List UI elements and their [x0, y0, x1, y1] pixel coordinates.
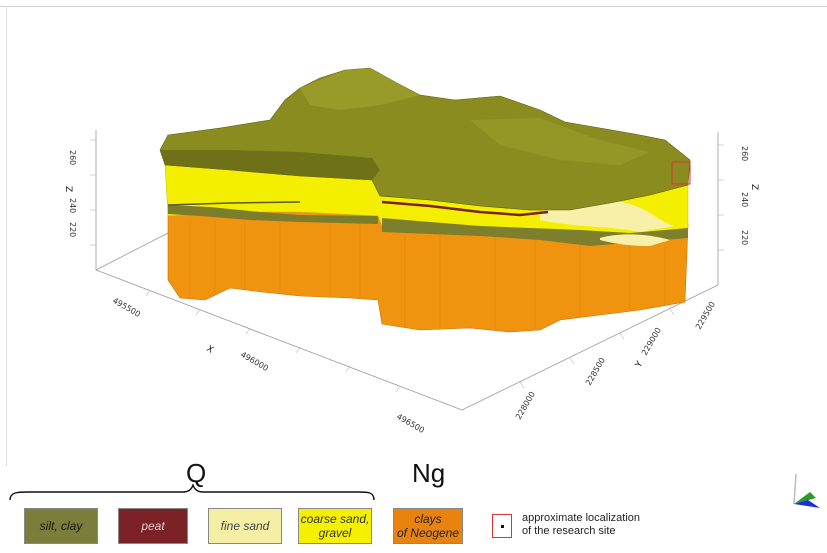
legend-site-label-line1: approximate localization — [522, 512, 641, 524]
group-label-neogene: Ng — [412, 458, 446, 488]
quaternary-brace — [9, 484, 375, 501]
y-tick-228500: 228500 — [584, 356, 607, 387]
legend-site-label-line2: of the research site — [522, 525, 616, 537]
legend-site-marker-icon — [492, 514, 512, 538]
legend-peat-label: peat — [141, 519, 165, 533]
frame-left-line — [6, 6, 7, 466]
z-left-axis-label: Z — [63, 186, 73, 192]
y-tick-229000: 229000 — [640, 326, 663, 357]
y-tick-228000: 228000 — [514, 390, 537, 421]
fine-sand-lens-2 — [600, 234, 670, 246]
legend-coarse-sand-label-line1: coarse sand, — [300, 512, 370, 526]
z-right-tick-260: 260 — [740, 146, 749, 161]
silt-clay-front-face — [160, 150, 380, 180]
z-right-tick-240: 240 — [740, 192, 749, 207]
legend-coarse-sand-label-line2: gravel — [318, 526, 352, 540]
frame-top-line — [0, 6, 827, 7]
z-left-tick-260: 260 — [68, 150, 77, 165]
bounding-grid — [95, 130, 719, 411]
legend-clays-label-line2: of Neogene — [396, 526, 460, 540]
y-tick-229500: 229500 — [694, 300, 717, 331]
legend-peat: peat — [118, 508, 188, 544]
x-axis-label: X — [205, 344, 215, 356]
z-left-tick-220: 220 — [68, 222, 77, 237]
legend-site-label: approximate localization of the research… — [522, 512, 640, 538]
legend-silt-clay-label: silt, clay — [39, 519, 83, 533]
legend-fine-sand-label: fine sand — [220, 519, 270, 533]
legend-silt-clay: silt, clay — [24, 508, 98, 544]
tick-marks — [90, 139, 724, 393]
orientation-axes-icon — [793, 473, 820, 508]
x-tick-496000: 496000 — [239, 350, 270, 373]
z-left-tick-240: 240 — [68, 198, 77, 213]
peat-layer — [381, 200, 549, 217]
legend-clays-neogene: clays of Neogene — [393, 508, 463, 544]
geological-model-3d: 260 Z 240 220 260 Z 240 220 495500 X 496… — [63, 67, 759, 435]
surface-highlight — [300, 68, 420, 110]
clays-shading — [189, 222, 666, 330]
x-tick-496500: 496500 — [395, 412, 426, 435]
research-site-marker-3d — [671, 161, 691, 185]
surface-highlight-2 — [470, 118, 650, 165]
legend-fine-sand: fine sand — [208, 508, 282, 544]
z-right-axis-label: Z — [749, 184, 759, 190]
silt-clay-interbed-left — [168, 205, 378, 224]
site-dot-icon — [501, 525, 504, 528]
z-right-tick-220: 220 — [740, 230, 749, 245]
legend-coarse-sand: coarse sand, gravel — [298, 508, 372, 544]
x-tick-495500: 495500 — [111, 296, 142, 319]
group-label-quaternary: Q — [186, 458, 207, 488]
peat-layer-left — [167, 201, 301, 206]
legend-clays-label-line1: clays — [414, 512, 442, 526]
y-axis-label: Y — [633, 359, 645, 370]
